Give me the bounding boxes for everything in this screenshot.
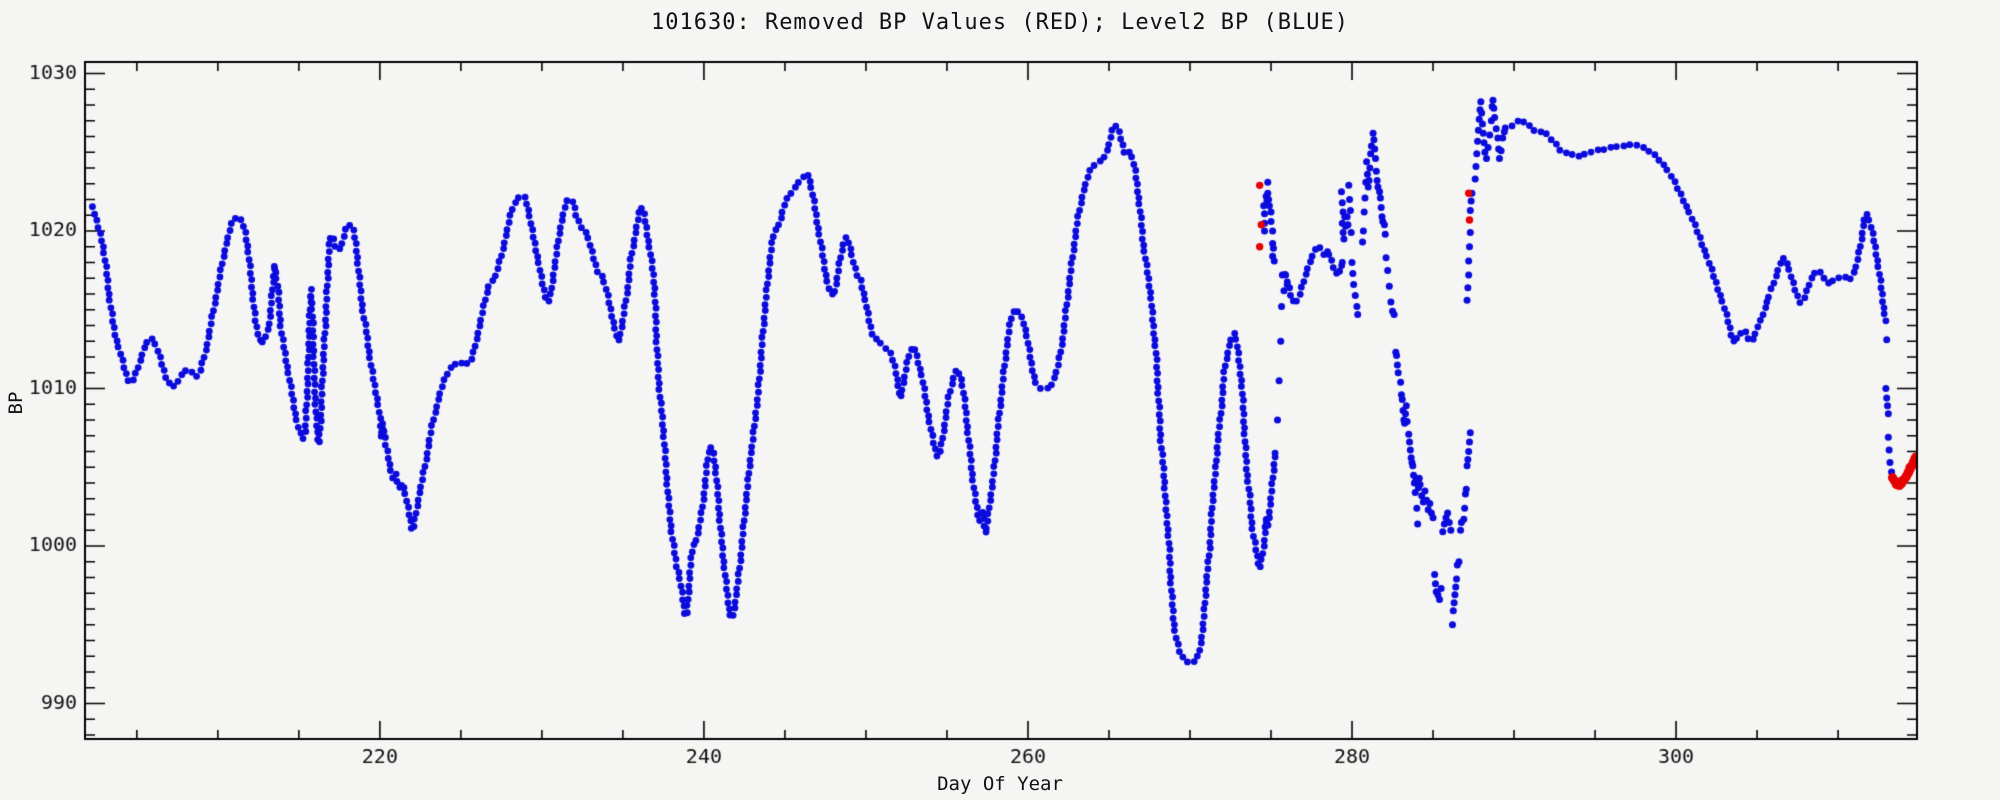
plot-title: 101630: Removed BP Values (RED); Level2 … bbox=[650, 10, 1349, 35]
y-axis-label: BP bbox=[5, 391, 27, 415]
x-axis-label: Day Of Year bbox=[937, 773, 1063, 795]
